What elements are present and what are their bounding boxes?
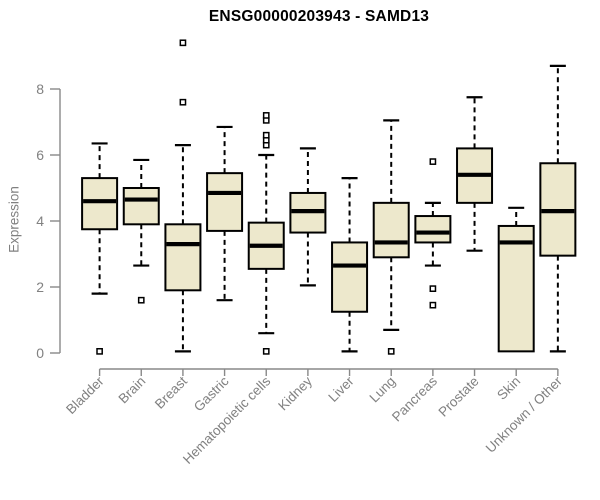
x-tick-label-brain: Brain [115, 374, 148, 407]
x-tick-label-skin: Skin [494, 374, 523, 403]
box-lung [372, 201, 410, 259]
x-tick-label-liver: Liver [325, 373, 357, 405]
x-tick-label-unknown-other: Unknown / Other [483, 373, 566, 456]
outlier-hematopoietic-cells [262, 112, 270, 119]
outlier-lung [387, 348, 395, 355]
outlier-breast [179, 98, 187, 106]
outlier-bladder [96, 348, 103, 355]
box-brain [122, 187, 160, 226]
y-axis-label: Expression [6, 186, 22, 253]
box-breast [164, 223, 202, 292]
outlier-hematopoietic-cells [262, 131, 270, 139]
box-gastric [206, 172, 244, 232]
x-tick-label-gastric: Gastric [191, 373, 232, 414]
x-tick-label-bladder: Bladder [63, 373, 107, 417]
outlier-pancreas [429, 285, 437, 292]
box-skin [497, 224, 535, 353]
x-tick-label-pancreas: Pancreas [389, 373, 440, 424]
x-tick-label-kidney: Kidney [275, 373, 315, 413]
x-tick-label-breast: Breast [152, 373, 190, 411]
y-tick-label-6: 6 [36, 147, 44, 163]
box-pancreas [414, 215, 452, 244]
y-tick-label-4: 4 [36, 213, 44, 229]
outlier-brain [137, 296, 145, 304]
y-tick-label-2: 2 [36, 279, 44, 295]
box-liver [331, 241, 369, 313]
outlier-breast [179, 39, 187, 47]
chart-title: ENSG00000203943 - SAMD13 [208, 8, 430, 25]
box-bladder [81, 177, 119, 231]
outlier-pancreas [429, 158, 437, 165]
x-tick-label-prostate: Prostate [436, 374, 482, 420]
y-tick-label-0: 0 [36, 345, 44, 361]
y-tick-label-8: 8 [36, 81, 44, 97]
outlier-hematopoietic-cells [262, 348, 270, 355]
outlier-pancreas [429, 301, 437, 309]
x-tick-label-lung: Lung [366, 374, 398, 406]
